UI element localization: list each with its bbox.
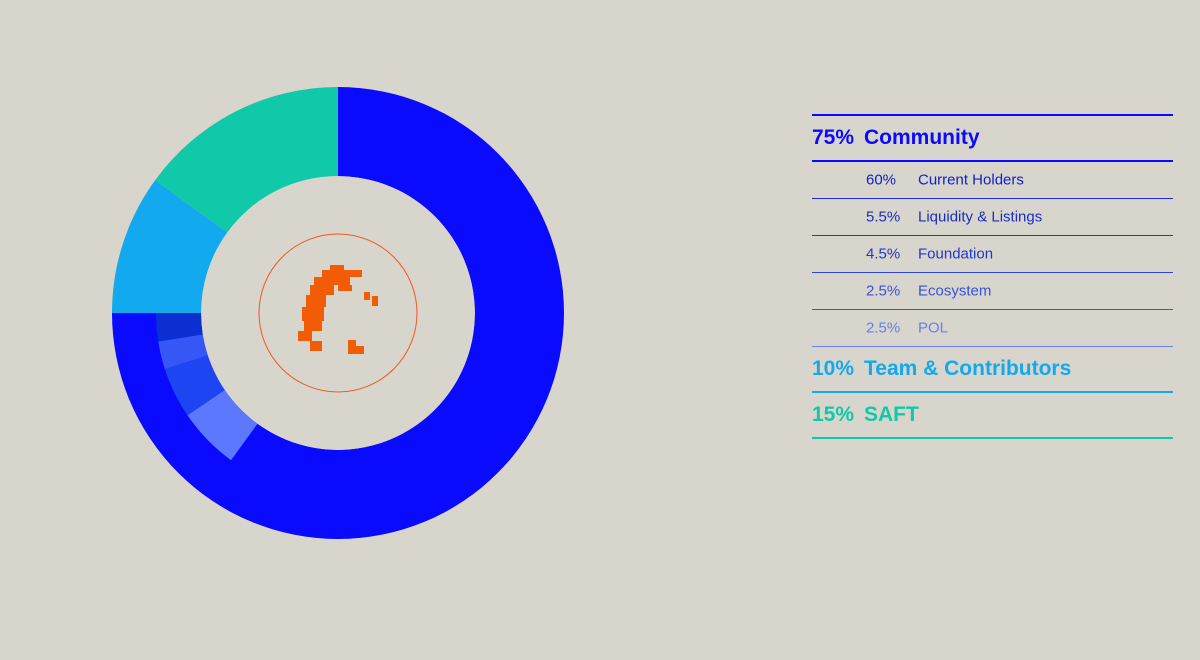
legend-value: 10% [812,357,855,380]
legend-sublabel: Liquidity & Listings [918,208,1043,226]
breakdown-segment [158,334,208,370]
legend-subvalue: 4.5% [866,245,901,263]
legend-subvalue: 2.5% [866,319,901,337]
legend-subitem: 4.5% Foundation [812,236,1173,273]
legend-value: 75% [812,126,855,149]
logo-pixels [298,265,378,354]
legend-label: SAFT [864,403,919,426]
legend-group: 10% Team & Contributors [812,347,1173,393]
legend-subitem: 60% Current Holders [812,162,1173,199]
breakdown-segment [187,390,258,461]
center-logo [258,233,418,393]
legend-subvalue: 60% [866,171,897,189]
legend-group: 75% Community [812,116,1173,162]
legend-subitem: 2.5% POL [812,310,1173,347]
legend-sublabel: Ecosystem [918,282,992,300]
legend-sublabel: Foundation [918,245,994,263]
legend-label: Community [864,126,980,149]
legend-value: 15% [812,403,855,426]
legend-subitem: 5.5% Liquidity & Listings [812,199,1173,236]
legend-sublabel: Current Holders [918,171,1024,189]
legend-subvalue: 2.5% [866,282,901,300]
breakdown-segment [156,313,203,342]
donut-segment [155,87,338,233]
breakdown-segment [164,355,225,416]
legend: 75% Community 60% Current Holders 5.5% Liquid… [812,114,1173,439]
donut-segment [112,180,228,313]
donut-chart [112,87,564,539]
legend-subvalue: 5.5% [866,208,901,226]
breakdown-segment [231,131,521,496]
legend-subitem: 2.5% Ecosystem [812,273,1173,310]
legend-group: 15% SAFT [812,393,1173,439]
legend-label: Team & Contributors [864,357,1072,380]
logo-ring [258,233,418,393]
legend-sublabel: POL [918,319,949,337]
